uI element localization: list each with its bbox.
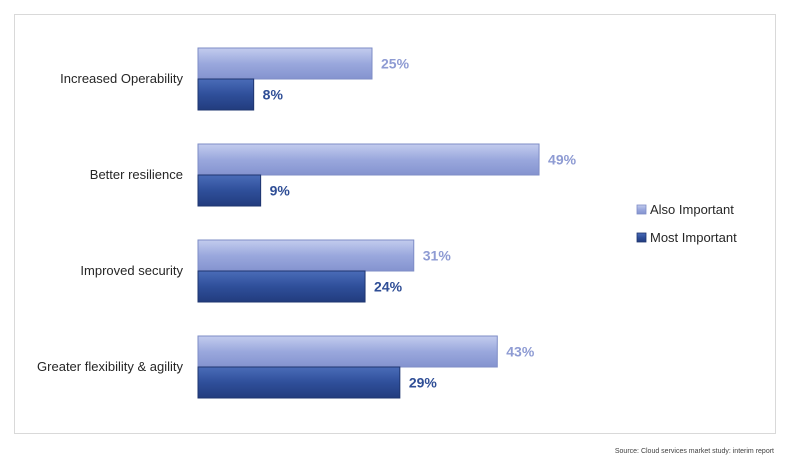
legend-label-most-important: Most Important (650, 230, 737, 245)
legend-swatch-most-important (636, 232, 647, 243)
legend-label-also-important: Also Important (650, 202, 734, 217)
bar-most-important-improved-security (197, 270, 366, 303)
source-note: Source: Cloud services market study: int… (614, 448, 774, 455)
category-label-greater-flexibility-agility: Greater flexibility & agility (37, 359, 183, 374)
bar-most-important-better-resilience (197, 174, 262, 207)
data-label-most-important-better-resilience: 9% (270, 183, 291, 199)
data-label-most-important-improved-security: 24% (374, 279, 403, 295)
data-label-also-important-better-resilience: 49% (548, 152, 577, 168)
data-label-most-important-increased-operability: 8% (263, 87, 284, 103)
category-label-better-resilience: Better resilience (90, 167, 183, 182)
bar-most-important-increased-operability (197, 78, 255, 111)
bar-also-important-better-resilience (197, 143, 540, 176)
data-label-most-important-greater-flexibility-agility: 29% (409, 375, 438, 391)
category-label-improved-security: Improved security (80, 263, 183, 278)
data-label-also-important-improved-security: 31% (423, 248, 452, 264)
data-label-also-important-greater-flexibility-agility: 43% (506, 344, 535, 360)
category-label-increased-operability: Increased Operability (60, 71, 183, 86)
data-label-also-important-increased-operability: 25% (381, 56, 410, 72)
bar-also-important-increased-operability (197, 47, 373, 80)
bar-also-important-improved-security (197, 239, 415, 272)
bar-most-important-greater-flexibility-agility (197, 366, 401, 399)
bar-also-important-greater-flexibility-agility (197, 335, 498, 368)
legend-swatch-also-important (636, 204, 647, 215)
chart-legend: Also Important Most Important (636, 202, 737, 245)
